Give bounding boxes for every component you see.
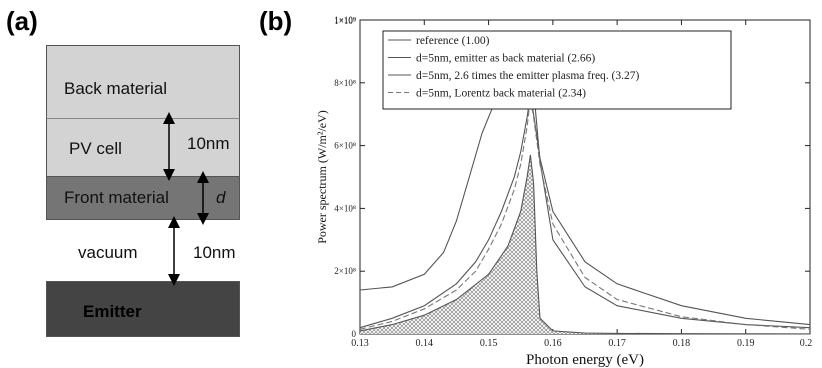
y-tick-label: 1×10⁹	[334, 15, 356, 25]
y-tick-label: 6×10⁸	[334, 141, 356, 151]
legend-entry-2: d=5nm, 2.6 times the emitter plasma freq…	[416, 70, 640, 82]
x-tick-label: 0.18	[673, 338, 691, 349]
x-tick-label: 0.19	[737, 338, 755, 349]
vacuum-gap-label: 10nm	[193, 243, 236, 262]
x-tick-label: 0.13	[351, 338, 369, 349]
y-top-tick-label: 1×10⁹	[334, 16, 356, 26]
x-tick-label: 0.16	[544, 338, 562, 349]
emitter-layer: Emitter	[46, 281, 240, 337]
legend-entry-1: d=5nm, emitter as back material (2.66)	[416, 53, 595, 65]
reference-fill	[360, 155, 810, 334]
pv-thickness-label: 10nm	[187, 134, 230, 153]
panel-a-label: (a)	[6, 6, 38, 36]
x-axis-label: Photon energy (eV)	[526, 352, 644, 368]
x-tick-label: 0.14	[416, 338, 434, 349]
y-tick-label: 4×10⁸	[334, 203, 356, 213]
front-thickness-label: d	[216, 188, 226, 207]
front-material-label: Front material	[64, 188, 169, 207]
series-line-2	[359, 95, 811, 329]
legend-entry-0: reference (1.00)	[416, 35, 490, 47]
panel-b-label: (b)	[259, 6, 293, 36]
series-line-3	[359, 98, 811, 330]
y-tick-label: 2×10⁸	[334, 266, 356, 276]
x-tick-label: 0.15	[480, 338, 498, 349]
x-tick-label: 0.17	[608, 338, 626, 349]
back-material-layer: Back material	[46, 45, 240, 118]
legend-box	[382, 30, 732, 110]
y-axis-label: Power spectrum (W/m²/eV)	[315, 110, 329, 244]
x-tick-label: 0.2	[800, 338, 813, 349]
legend-entry-3: d=5nm, Lorentz back material (2.34)	[416, 88, 586, 100]
emitter-label: Emitter	[83, 302, 142, 321]
vacuum-label: vacuum	[78, 243, 138, 262]
pv-cell-label: PV cell	[69, 139, 122, 158]
back-material-label: Back material	[64, 79, 167, 98]
pv-cell-layer: PV cell	[46, 118, 240, 176]
series-line-0	[359, 154, 811, 335]
y-tick-label: 8×10⁸	[334, 78, 356, 88]
y-tick-label: 0	[352, 329, 357, 339]
